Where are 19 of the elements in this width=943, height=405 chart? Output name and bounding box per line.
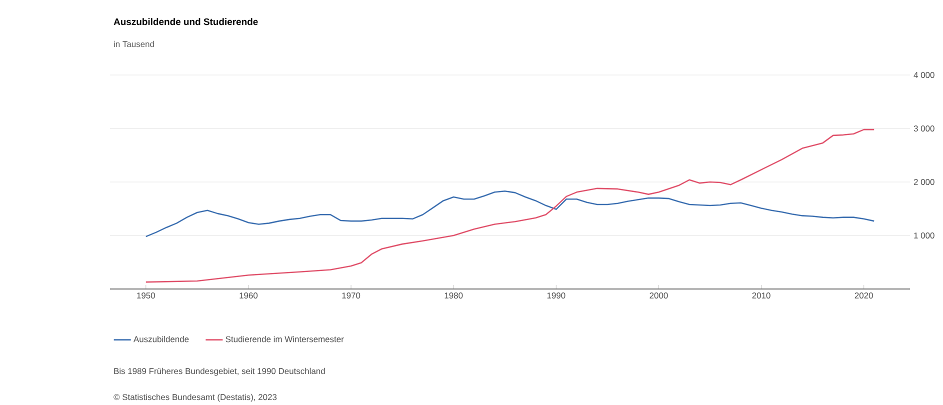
y-tick-label: 1 000 bbox=[914, 232, 934, 238]
x-tick-label: 2020 bbox=[854, 292, 873, 299]
x-tick-label: 1950 bbox=[137, 292, 155, 299]
y-tick-label: 2 000 bbox=[914, 179, 934, 185]
x-tick-label: 1990 bbox=[547, 292, 566, 299]
text: © Statistisches Bundesamt (Destatis), 2023 bbox=[114, 394, 277, 402]
y-tick-label: 3 000 bbox=[914, 126, 934, 132]
x-tick-label: 2000 bbox=[650, 292, 668, 299]
x-tick-label: 1960 bbox=[240, 292, 258, 299]
legend-label: Studierende im Wintersemester bbox=[226, 336, 344, 342]
line-series bbox=[145, 128, 875, 283]
text: Bis 1989 Früheres Bundesgebiet, seit 1990 Deutschland bbox=[114, 368, 325, 376]
y-tick-label: 4 000 bbox=[914, 72, 934, 78]
chart-title: Auszubildende und Studierende bbox=[114, 18, 258, 26]
x-tick-label: 1980 bbox=[444, 292, 463, 299]
x-tick-label: 1970 bbox=[342, 292, 360, 299]
chart-subtitle: in Tausend bbox=[114, 40, 154, 48]
legend-label: Auszubildende bbox=[134, 336, 189, 342]
x-tick-label: 2010 bbox=[752, 292, 770, 299]
